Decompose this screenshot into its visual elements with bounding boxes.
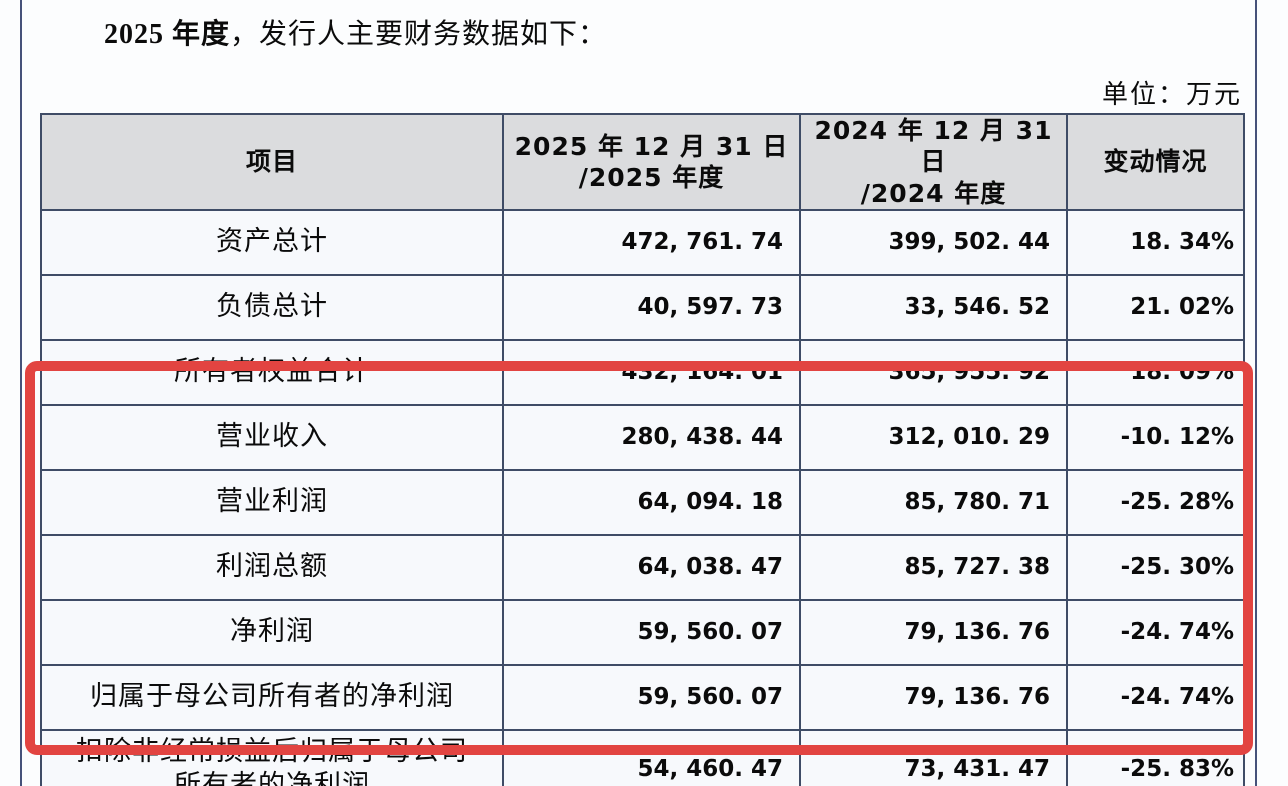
header-2024-line2: /2024 年度 bbox=[860, 178, 1007, 208]
value-2025: 64, 094. 18 bbox=[502, 468, 801, 536]
table-row-operating-profit: 营业利润 64, 094. 18 85, 780. 71 -25. 28% bbox=[40, 468, 1245, 536]
value-2024: 312, 010. 29 bbox=[799, 403, 1068, 471]
title-text-segment: ，发行人主要财务数据如下： bbox=[230, 19, 608, 50]
table-row-total-equity: 所有者权益合计 432, 164. 01 365, 955. 92 18. 09… bbox=[40, 338, 1245, 406]
unit-label: 单位：万元 bbox=[1101, 80, 1242, 109]
row-label: 资产总计 bbox=[40, 208, 504, 276]
header-2025-line2: /2025 年度 bbox=[578, 162, 725, 192]
value-2025: 280, 438. 44 bbox=[502, 403, 801, 471]
value-2024: 73, 431. 47 bbox=[799, 728, 1068, 786]
table-header-row: 项目 2025 年 12 月 31 日 /2025 年度 2024 年 12 月… bbox=[40, 113, 1245, 211]
value-2025: 472, 761. 74 bbox=[502, 208, 801, 276]
change-value: -25. 30% bbox=[1066, 533, 1245, 601]
header-change: 变动情况 bbox=[1066, 113, 1245, 211]
change-value: 21. 02% bbox=[1066, 273, 1245, 341]
header-item: 项目 bbox=[40, 113, 504, 211]
header-period-2024: 2024 年 12 月 31 日 /2024 年度 bbox=[799, 113, 1068, 211]
row-label: 营业利润 bbox=[40, 468, 504, 536]
value-2024: 85, 727. 38 bbox=[799, 533, 1068, 601]
document-title: 2025 年度，发行人主要财务数据如下： bbox=[104, 12, 607, 52]
value-2024: 365, 955. 92 bbox=[799, 338, 1068, 406]
header-period-2025: 2025 年 12 月 31 日 /2025 年度 bbox=[502, 113, 801, 211]
row-label: 负债总计 bbox=[40, 273, 504, 341]
title-year-segment: 2025 年度 bbox=[104, 19, 231, 50]
value-2025: 54, 460. 47 bbox=[502, 728, 801, 786]
change-value: 18. 34% bbox=[1066, 208, 1245, 276]
header-2024-line1: 2024 年 12 月 31 日 bbox=[814, 116, 1053, 177]
row-label: 营业收入 bbox=[40, 403, 504, 471]
change-value: -10. 12% bbox=[1066, 403, 1245, 471]
page-border-left-line bbox=[20, 0, 22, 786]
value-2025: 64, 038. 47 bbox=[502, 533, 801, 601]
value-2024: 85, 780. 71 bbox=[799, 468, 1068, 536]
table-row-total-assets: 资产总计 472, 761. 74 399, 502. 44 18. 34% bbox=[40, 208, 1245, 276]
change-value: 18. 09% bbox=[1066, 338, 1245, 406]
row-label: 扣除非经常损益后归属于母公司所有者的净利润 bbox=[40, 728, 504, 786]
row-label: 所有者权益合计 bbox=[40, 338, 504, 406]
table-row-net-profit: 净利润 59, 560. 07 79, 136. 76 -24. 74% bbox=[40, 598, 1245, 666]
table-row-total-profit: 利润总额 64, 038. 47 85, 727. 38 -25. 30% bbox=[40, 533, 1245, 601]
change-value: -25. 83% bbox=[1066, 728, 1245, 786]
change-value: -24. 74% bbox=[1066, 598, 1245, 666]
table-row-operating-revenue: 营业收入 280, 438. 44 312, 010. 29 -10. 12% bbox=[40, 403, 1245, 471]
value-2024: 33, 546. 52 bbox=[799, 273, 1068, 341]
value-2024: 79, 136. 76 bbox=[799, 663, 1068, 731]
row-label: 净利润 bbox=[40, 598, 504, 666]
financial-data-table: 项目 2025 年 12 月 31 日 /2025 年度 2024 年 12 月… bbox=[40, 113, 1245, 786]
row-label: 利润总额 bbox=[40, 533, 504, 601]
row-label: 归属于母公司所有者的净利润 bbox=[40, 663, 504, 731]
header-2025-line1: 2025 年 12 月 31 日 bbox=[514, 131, 789, 161]
table-row-net-profit-parent: 归属于母公司所有者的净利润 59, 560. 07 79, 136. 76 -2… bbox=[40, 663, 1245, 731]
table-row-net-profit-parent-deducted: 扣除非经常损益后归属于母公司所有者的净利润 54, 460. 47 73, 43… bbox=[40, 728, 1245, 786]
value-2025: 40, 597. 73 bbox=[502, 273, 801, 341]
value-2024: 79, 136. 76 bbox=[799, 598, 1068, 666]
table-row-total-liabilities: 负债总计 40, 597. 73 33, 546. 52 21. 02% bbox=[40, 273, 1245, 341]
change-value: -24. 74% bbox=[1066, 663, 1245, 731]
value-2024: 399, 502. 44 bbox=[799, 208, 1068, 276]
value-2025: 432, 164. 01 bbox=[502, 338, 801, 406]
value-2025: 59, 560. 07 bbox=[502, 663, 801, 731]
change-value: -25. 28% bbox=[1066, 468, 1245, 536]
page-border-right-line bbox=[1255, 0, 1257, 786]
header-change-label: 变动情况 bbox=[1103, 147, 1208, 177]
value-2025: 59, 560. 07 bbox=[502, 598, 801, 666]
header-item-label: 项目 bbox=[245, 147, 298, 177]
